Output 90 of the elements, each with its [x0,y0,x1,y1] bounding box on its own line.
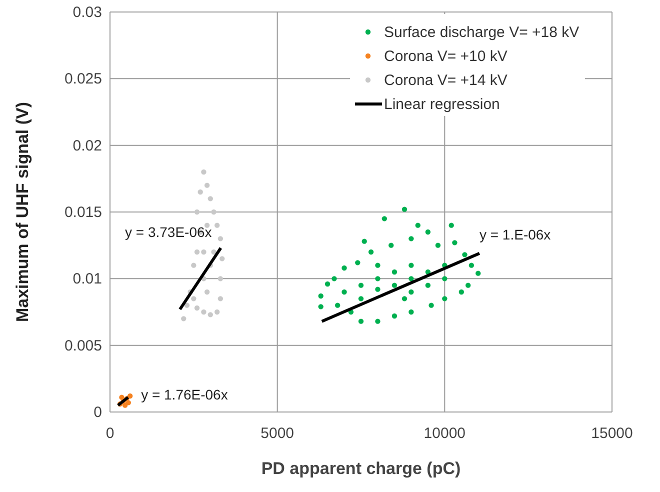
legend-label: Linear regression [384,96,500,113]
point [375,276,380,282]
point [402,296,408,302]
point [191,262,196,268]
point [408,236,414,242]
point [214,222,220,228]
point [126,400,132,406]
point [211,209,216,215]
point [342,265,347,271]
point [415,222,420,228]
legend-label: Corona V= +14 kV [384,72,508,89]
point [194,249,200,255]
point [127,393,133,399]
x-tick-label: 5000 [260,425,294,442]
point [465,282,471,288]
point [122,402,128,408]
point [408,262,414,268]
point [435,242,441,248]
point [201,169,206,175]
point [208,312,213,318]
point [358,318,364,324]
annotation: y = 1.E-06x [479,226,551,242]
y-tick-label: 0.025 [64,70,102,88]
point [201,249,206,255]
point [204,289,210,295]
point [375,286,380,292]
point [402,206,408,212]
point [220,256,225,262]
point [428,302,434,308]
point [462,252,468,258]
x-tick-label: 0 [106,425,114,442]
x-tick-label: 10000 [424,425,466,442]
point [442,276,448,282]
point [194,209,200,215]
point [208,196,213,202]
point [468,262,474,268]
point [334,302,340,308]
point [375,262,380,268]
point [198,189,203,195]
y-tick-label: 0.03 [72,4,102,21]
x-axis-title: PD apparent charge (pC) [261,459,461,478]
point [452,240,458,246]
y-tick-label: 0.02 [72,137,102,154]
point [382,216,388,222]
y-tick-label: 0.005 [64,337,102,354]
point [425,229,431,235]
point [194,305,200,311]
point [392,269,398,275]
point [408,276,414,282]
point [358,282,364,288]
point [181,316,186,322]
point [392,313,398,319]
point [218,296,224,302]
point [362,238,367,244]
point [448,222,454,228]
y-tick-label: 0 [94,404,102,421]
point [408,289,414,295]
point [318,293,324,299]
point [204,182,210,188]
annotation: y = 3.73E-06x [124,224,212,240]
point [375,318,380,324]
point [408,309,414,315]
x-tick-label: 15000 [591,425,633,442]
y-tick-label: 0.01 [72,270,102,288]
point [392,282,398,288]
point [368,249,374,255]
point [355,260,360,266]
point [342,289,347,295]
point [201,309,206,315]
point [476,270,481,276]
annotation: y = 1.76E-06x [141,386,228,402]
point [324,281,330,287]
point [458,289,464,295]
point [211,249,216,255]
point [388,242,394,248]
y-tick-label: 0.015 [64,204,102,221]
point [218,276,224,282]
point [358,296,364,302]
y-axis-title: Maximum of UHF signal (V) [13,102,32,322]
point [332,276,337,282]
legend-label: Corona V= +10 kV [384,48,508,65]
point [184,302,190,308]
point [442,296,448,302]
point [119,394,124,400]
point [214,309,220,315]
point [425,282,431,288]
point [191,296,196,302]
legend-label: Surface discharge V= +18 kV [384,24,580,41]
point [318,304,324,310]
point [218,236,224,242]
